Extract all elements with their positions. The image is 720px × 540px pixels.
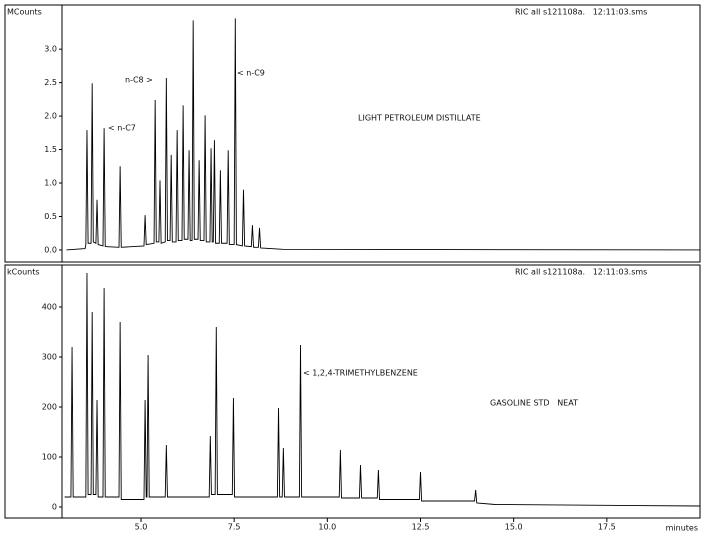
y-tick-label: 400	[42, 303, 57, 312]
annotation: < n-C7	[108, 124, 136, 133]
annotation: < 1,2,4-TRIMETHYLBENZENE	[303, 369, 418, 378]
chromatogram-trace	[64, 272, 701, 507]
y-tick-label: 100	[42, 453, 57, 462]
y-tick-label: 1.5	[44, 145, 57, 154]
y-tick-label: 0	[52, 503, 57, 512]
y-tick-label: 200	[42, 403, 57, 412]
panel-header: RIC all s121108a. 12:11:03.sms	[515, 8, 647, 17]
y-tick-label: 0.5	[44, 212, 57, 221]
y-tick-label: 2.5	[44, 78, 57, 87]
x-tick-label: 15.0	[505, 523, 523, 532]
y-axis-label: kCounts	[7, 268, 40, 277]
panel-frame	[4, 264, 701, 519]
y-axis-label: MCounts	[7, 8, 42, 17]
annotation: LIGHT PETROLEUM DISTILLATE	[358, 114, 481, 123]
x-tick-label: 5.0	[135, 523, 148, 532]
panel-header: RIC all s121108a. 12:11:03.sms	[515, 268, 647, 277]
y-tick-label: 300	[42, 353, 57, 362]
panel-frame	[4, 4, 701, 263]
y-tick-label: 2.0	[44, 112, 57, 121]
x-tick-label: 7.5	[228, 523, 241, 532]
x-axis-label: minutes	[666, 524, 698, 533]
x-tick-label: 12.5	[412, 523, 430, 532]
y-tick-label: 0.0	[44, 245, 57, 254]
annotation: GASOLINE STD NEAT	[490, 399, 578, 408]
annotation: < n-C9	[237, 69, 265, 78]
x-tick-label: 17.5	[598, 523, 616, 532]
x-tick-label: 10.0	[318, 523, 336, 532]
y-tick-label: 3.0	[44, 45, 57, 54]
y-tick-label: 1.0	[44, 179, 57, 188]
chromatogram-trace	[66, 18, 701, 251]
annotation: n-C8 >	[125, 76, 153, 85]
